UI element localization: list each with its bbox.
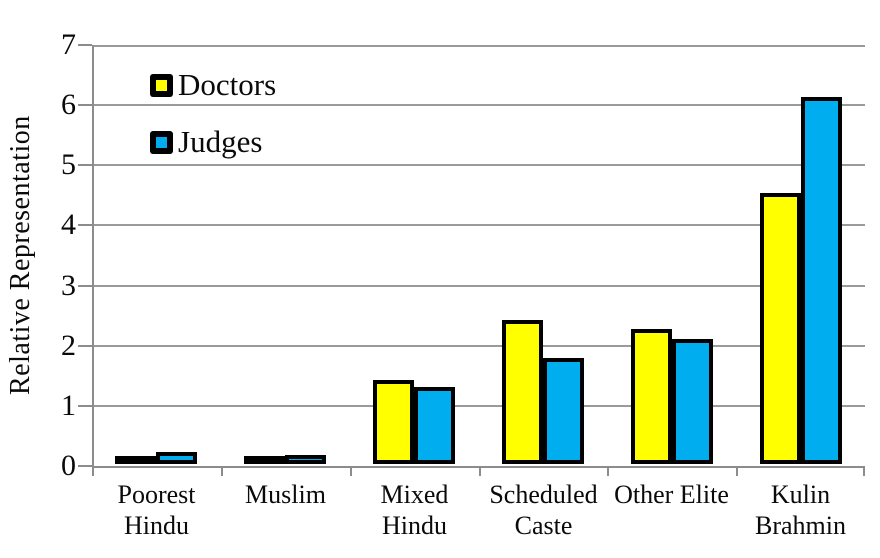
x-category-label-scheduled-caste: Scheduled Caste (479, 479, 608, 541)
x-category-label-line: Caste (514, 511, 573, 540)
bar-judges-muslim (285, 455, 326, 464)
x-tick-mark (607, 468, 609, 476)
x-category-label-line: Muslim (245, 480, 326, 509)
x-category-label-line: Poorest (117, 480, 196, 509)
x-category-label-line: Kulin (770, 480, 831, 509)
x-category-label-line: Scheduled (489, 480, 598, 509)
y-tick-mark (78, 284, 92, 287)
bar-doctors-mixed-hindu (373, 380, 414, 464)
x-tick-mark (92, 468, 94, 476)
doctors-swatch-icon (150, 73, 173, 97)
gridline-6 (92, 104, 865, 107)
y-axis-line (92, 45, 94, 468)
y-tick-mark (78, 404, 92, 407)
gridline-2 (92, 344, 865, 347)
gridline-7 (92, 45, 865, 47)
y-tick-label-2: 2 (61, 328, 76, 362)
gridline-4 (92, 224, 865, 227)
bar-judges-mixed-hindu (414, 387, 455, 464)
bar-judges-poorest-hindu (156, 452, 197, 464)
gridline-5 (92, 164, 865, 167)
y-axis-tick-labels: 0 1 2 3 4 5 6 7 (0, 28, 78, 482)
y-tick-label-6: 6 (61, 88, 76, 122)
x-category-label-line: Brahmin (755, 511, 846, 540)
y-tick-mark (78, 104, 92, 107)
y-tick-mark (78, 44, 92, 46)
x-category-label-poorest-hindu: Poorest Hindu (92, 479, 221, 541)
y-tick-mark (78, 164, 92, 167)
x-tick-mark (221, 468, 223, 476)
x-category-label-line: Hindu (382, 511, 447, 540)
bar-judges-other-elite (672, 339, 713, 464)
x-category-label-line: Hindu (124, 511, 189, 540)
x-category-label-line: Other Elite (614, 480, 729, 509)
x-tick-mark (863, 468, 865, 476)
x-category-label-other-elite: Other Elite (607, 479, 736, 510)
y-tick-mark (78, 344, 92, 347)
y-tick-label-1: 1 (61, 388, 76, 422)
y-tick-mark (78, 465, 92, 467)
y-tick-mark (78, 224, 92, 227)
x-axis-line (92, 466, 865, 468)
y-tick-label-3: 3 (61, 268, 76, 302)
legend-item-judges: Judges (150, 125, 262, 159)
bar-doctors-scheduled-caste (502, 320, 543, 464)
bar-doctors-kulin-brahmin (760, 193, 801, 464)
x-category-label-line: Mixed (380, 480, 449, 509)
bar-judges-kulin-brahmin (801, 97, 842, 464)
legend-label-judges: Judges (178, 124, 263, 159)
gridline-3 (92, 284, 865, 287)
y-tick-label-5: 5 (61, 148, 76, 182)
x-tick-mark (736, 468, 738, 476)
bar-judges-scheduled-caste (543, 358, 584, 464)
gridline-1 (92, 404, 865, 407)
bar-doctors-other-elite (631, 329, 672, 464)
legend-label-doctors: Doctors (178, 67, 277, 102)
x-tick-mark (350, 468, 352, 476)
judges-swatch-icon (150, 130, 173, 154)
y-tick-label-7: 7 (61, 28, 76, 61)
x-category-label-kulin-brahmin: Kulin Brahmin (736, 479, 865, 541)
legend-item-doctors: Doctors (150, 68, 276, 102)
y-tick-label-4: 4 (61, 208, 76, 242)
y-tick-label-0: 0 (61, 449, 76, 482)
bar-doctors-muslim (244, 456, 285, 464)
x-category-label-mixed-hindu: Mixed Hindu (350, 479, 479, 541)
x-category-label-muslim: Muslim (221, 479, 350, 510)
x-tick-mark (479, 468, 481, 476)
bar-doctors-poorest-hindu (115, 456, 156, 464)
plot-area: Doctors Judges (78, 44, 865, 476)
x-axis-category-labels: Poorest Hindu Muslim Mixed Hindu Scheduled Cas… (92, 479, 865, 549)
